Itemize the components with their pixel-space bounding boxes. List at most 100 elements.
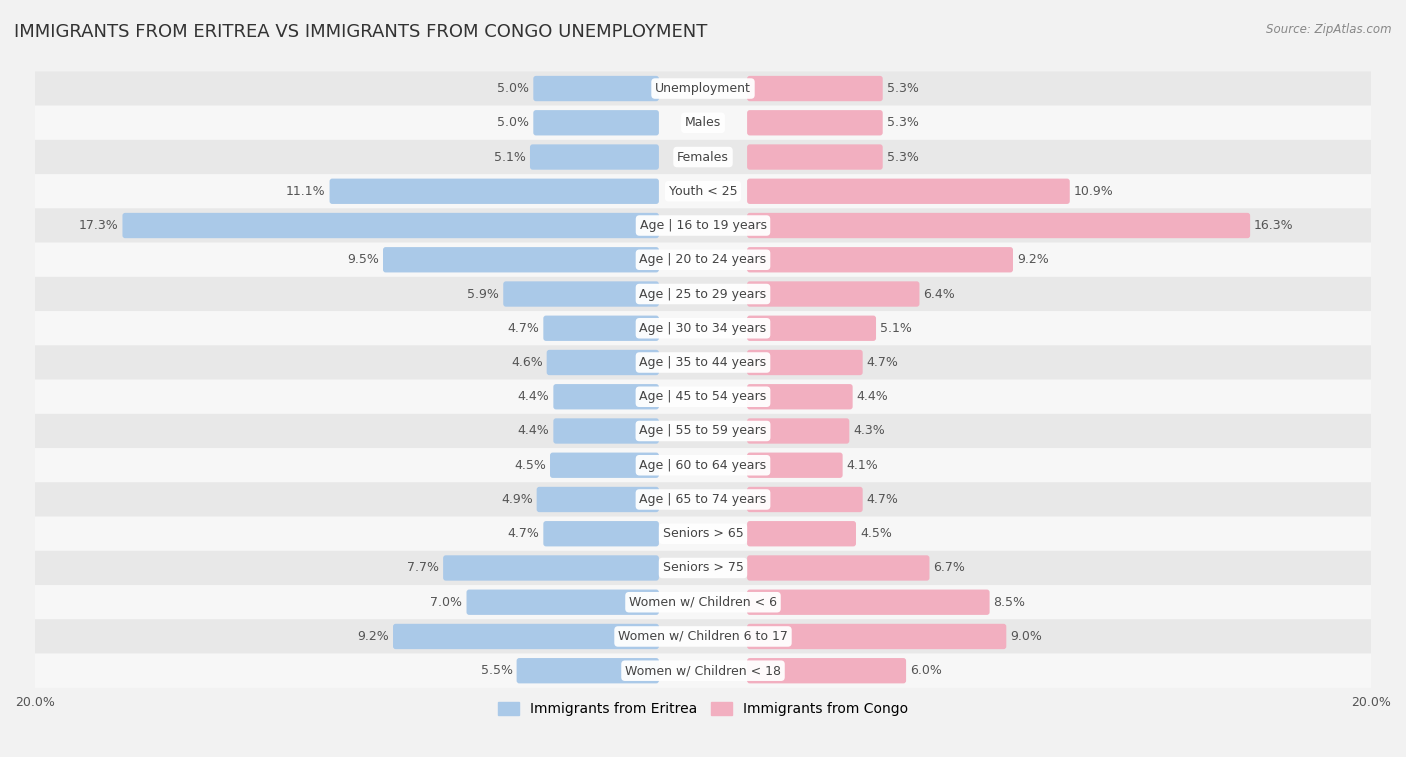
FancyBboxPatch shape: [747, 316, 876, 341]
Text: Males: Males: [685, 117, 721, 129]
Text: Women w/ Children 6 to 17: Women w/ Children 6 to 17: [619, 630, 787, 643]
FancyBboxPatch shape: [35, 653, 1371, 688]
FancyBboxPatch shape: [747, 247, 1012, 273]
Text: 4.7%: 4.7%: [508, 527, 540, 540]
FancyBboxPatch shape: [533, 110, 659, 136]
FancyBboxPatch shape: [747, 658, 905, 684]
Text: Age | 45 to 54 years: Age | 45 to 54 years: [640, 391, 766, 403]
Text: 16.3%: 16.3%: [1254, 219, 1294, 232]
FancyBboxPatch shape: [747, 213, 1250, 238]
FancyBboxPatch shape: [35, 174, 1371, 208]
FancyBboxPatch shape: [530, 145, 659, 170]
FancyBboxPatch shape: [537, 487, 659, 512]
FancyBboxPatch shape: [35, 345, 1371, 379]
Text: 4.1%: 4.1%: [846, 459, 879, 472]
Text: 7.0%: 7.0%: [430, 596, 463, 609]
FancyBboxPatch shape: [35, 71, 1371, 106]
FancyBboxPatch shape: [747, 419, 849, 444]
FancyBboxPatch shape: [35, 106, 1371, 140]
FancyBboxPatch shape: [516, 658, 659, 684]
FancyBboxPatch shape: [35, 414, 1371, 448]
Text: Age | 20 to 24 years: Age | 20 to 24 years: [640, 254, 766, 266]
FancyBboxPatch shape: [122, 213, 659, 238]
Text: 5.3%: 5.3%: [887, 151, 918, 164]
FancyBboxPatch shape: [543, 316, 659, 341]
FancyBboxPatch shape: [35, 619, 1371, 653]
FancyBboxPatch shape: [329, 179, 659, 204]
FancyBboxPatch shape: [747, 624, 1007, 650]
FancyBboxPatch shape: [503, 282, 659, 307]
FancyBboxPatch shape: [747, 110, 883, 136]
Text: Seniors > 75: Seniors > 75: [662, 562, 744, 575]
Text: 5.0%: 5.0%: [498, 82, 529, 95]
Text: 6.4%: 6.4%: [924, 288, 955, 301]
FancyBboxPatch shape: [747, 76, 883, 101]
Text: IMMIGRANTS FROM ERITREA VS IMMIGRANTS FROM CONGO UNEMPLOYMENT: IMMIGRANTS FROM ERITREA VS IMMIGRANTS FR…: [14, 23, 707, 41]
FancyBboxPatch shape: [747, 453, 842, 478]
Text: 4.4%: 4.4%: [517, 425, 550, 438]
FancyBboxPatch shape: [35, 311, 1371, 345]
FancyBboxPatch shape: [533, 76, 659, 101]
FancyBboxPatch shape: [747, 145, 883, 170]
Text: Women w/ Children < 18: Women w/ Children < 18: [626, 664, 780, 678]
FancyBboxPatch shape: [394, 624, 659, 650]
Text: Women w/ Children < 6: Women w/ Children < 6: [628, 596, 778, 609]
Text: 5.9%: 5.9%: [467, 288, 499, 301]
FancyBboxPatch shape: [35, 448, 1371, 482]
Text: Seniors > 65: Seniors > 65: [662, 527, 744, 540]
FancyBboxPatch shape: [747, 556, 929, 581]
FancyBboxPatch shape: [543, 521, 659, 547]
Text: 5.0%: 5.0%: [498, 117, 529, 129]
Text: 9.2%: 9.2%: [357, 630, 389, 643]
FancyBboxPatch shape: [35, 243, 1371, 277]
Text: 9.2%: 9.2%: [1017, 254, 1049, 266]
Text: 4.9%: 4.9%: [501, 493, 533, 506]
Text: 6.0%: 6.0%: [910, 664, 942, 678]
FancyBboxPatch shape: [550, 453, 659, 478]
Text: Age | 30 to 34 years: Age | 30 to 34 years: [640, 322, 766, 335]
FancyBboxPatch shape: [443, 556, 659, 581]
FancyBboxPatch shape: [35, 585, 1371, 619]
Text: 9.5%: 9.5%: [347, 254, 380, 266]
Text: 10.9%: 10.9%: [1074, 185, 1114, 198]
Text: 7.7%: 7.7%: [408, 562, 439, 575]
Text: 4.6%: 4.6%: [510, 356, 543, 369]
Text: Age | 65 to 74 years: Age | 65 to 74 years: [640, 493, 766, 506]
Text: Age | 60 to 64 years: Age | 60 to 64 years: [640, 459, 766, 472]
Text: 6.7%: 6.7%: [934, 562, 966, 575]
Text: 9.0%: 9.0%: [1011, 630, 1042, 643]
FancyBboxPatch shape: [554, 419, 659, 444]
FancyBboxPatch shape: [747, 179, 1070, 204]
Text: 4.7%: 4.7%: [866, 493, 898, 506]
FancyBboxPatch shape: [35, 208, 1371, 243]
FancyBboxPatch shape: [747, 350, 863, 375]
Text: Age | 55 to 59 years: Age | 55 to 59 years: [640, 425, 766, 438]
Text: 5.5%: 5.5%: [481, 664, 513, 678]
FancyBboxPatch shape: [747, 590, 990, 615]
Text: 5.3%: 5.3%: [887, 117, 918, 129]
Text: 17.3%: 17.3%: [79, 219, 118, 232]
FancyBboxPatch shape: [382, 247, 659, 273]
Text: Source: ZipAtlas.com: Source: ZipAtlas.com: [1267, 23, 1392, 36]
Text: Females: Females: [678, 151, 728, 164]
Text: 4.5%: 4.5%: [515, 459, 546, 472]
Text: Age | 16 to 19 years: Age | 16 to 19 years: [640, 219, 766, 232]
Text: 4.3%: 4.3%: [853, 425, 884, 438]
FancyBboxPatch shape: [35, 482, 1371, 516]
Text: 4.4%: 4.4%: [856, 391, 889, 403]
FancyBboxPatch shape: [35, 516, 1371, 551]
FancyBboxPatch shape: [747, 521, 856, 547]
Text: 8.5%: 8.5%: [994, 596, 1025, 609]
FancyBboxPatch shape: [35, 140, 1371, 174]
Text: Unemployment: Unemployment: [655, 82, 751, 95]
Text: 5.3%: 5.3%: [887, 82, 918, 95]
FancyBboxPatch shape: [547, 350, 659, 375]
Text: Age | 35 to 44 years: Age | 35 to 44 years: [640, 356, 766, 369]
Text: Youth < 25: Youth < 25: [669, 185, 737, 198]
FancyBboxPatch shape: [35, 277, 1371, 311]
Text: 5.1%: 5.1%: [494, 151, 526, 164]
FancyBboxPatch shape: [747, 384, 852, 410]
Text: 4.4%: 4.4%: [517, 391, 550, 403]
FancyBboxPatch shape: [554, 384, 659, 410]
Text: 4.7%: 4.7%: [508, 322, 540, 335]
